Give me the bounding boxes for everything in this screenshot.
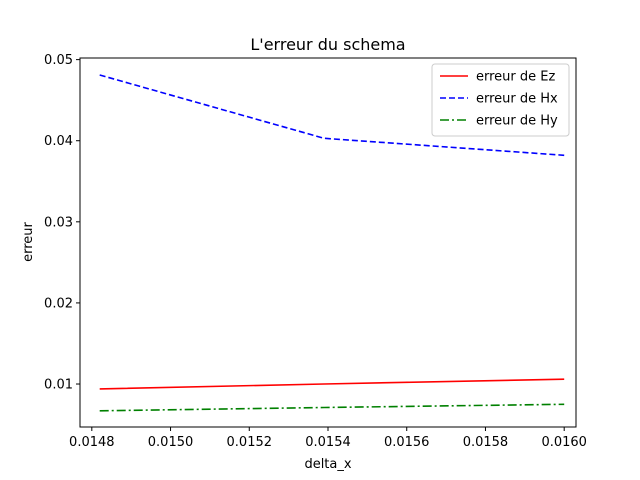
x-tick-label: 0.0148: [69, 435, 115, 450]
x-tick-label: 0.0150: [148, 435, 194, 450]
series-line-erreur-de-ez: [99, 378, 565, 390]
y-tick-label: 0.04: [44, 134, 73, 149]
series-line-erreur-de-hy: [99, 403, 565, 412]
legend-label: erreur de Hy: [476, 114, 558, 129]
x-tick-label: 0.0154: [305, 435, 351, 450]
x-tick-label: 0.0152: [227, 435, 273, 450]
chart-title: L'erreur du schema: [250, 35, 405, 54]
x-axis: 0.0148 0.0150 0.0152 0.0154 0.0156 0.0158 0.01…: [69, 427, 587, 450]
x-tick-label: 0.0156: [384, 435, 430, 450]
y-axis-label: erreur: [21, 221, 36, 261]
plot-area: [99, 74, 565, 412]
legend-box: [431, 63, 570, 137]
legend-label: erreur de Hx: [476, 92, 558, 107]
legend: erreur de Ez erreur de Hx erreur de Hy: [431, 63, 570, 137]
x-tick-label: 0.0158: [463, 435, 509, 450]
y-axis: 0.01 0.02 0.03 0.04 0.05: [44, 53, 80, 393]
series-line-erreur-de-hx: [99, 74, 565, 157]
y-tick-label: 0.02: [44, 296, 73, 311]
legend-label: erreur de Ez: [476, 70, 555, 85]
y-tick-label: 0.03: [44, 215, 73, 230]
x-axis-label: delta_x: [304, 457, 351, 472]
x-tick-label: 0.0160: [541, 435, 587, 450]
y-tick-label: 0.05: [44, 53, 73, 68]
y-tick-label: 0.01: [44, 378, 73, 393]
